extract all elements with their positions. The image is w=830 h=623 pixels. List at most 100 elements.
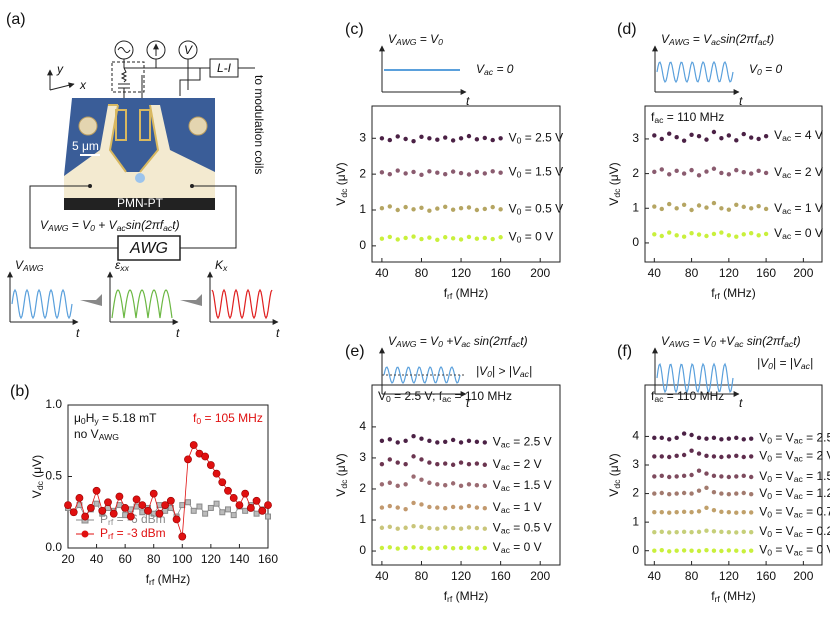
text-part: = 0 xyxy=(493,62,514,76)
y-tick-label: 1 xyxy=(632,514,639,528)
point xyxy=(474,137,480,142)
text-part: 0 xyxy=(517,170,522,180)
series-label: Vac = 0.5 V xyxy=(493,521,552,536)
text-part: ac xyxy=(511,339,521,349)
x-tick-label: 80 xyxy=(415,266,429,280)
point xyxy=(482,526,487,531)
point xyxy=(652,454,657,459)
text-part: rf xyxy=(447,291,453,301)
point xyxy=(411,474,416,479)
substrate-label: PMN-PT xyxy=(117,196,164,210)
point xyxy=(69,508,78,517)
point xyxy=(681,138,687,143)
point xyxy=(674,491,679,496)
point xyxy=(756,168,761,174)
point xyxy=(395,460,400,465)
text-part: ac xyxy=(501,483,511,493)
point xyxy=(427,480,432,485)
point xyxy=(443,483,448,488)
point xyxy=(458,206,464,211)
text-part: | > |V xyxy=(492,364,521,378)
voltmeter xyxy=(178,40,198,60)
point xyxy=(264,501,272,509)
point xyxy=(435,206,440,211)
text-part: 0 xyxy=(90,223,95,233)
point xyxy=(667,454,672,460)
point xyxy=(235,501,244,509)
point xyxy=(719,491,724,496)
text-part: 0 xyxy=(487,369,492,379)
series-label: V0 = Vac = 2.5 V xyxy=(759,431,830,446)
point xyxy=(704,453,709,459)
point xyxy=(689,448,694,453)
point xyxy=(466,172,472,177)
point xyxy=(387,234,393,240)
point xyxy=(379,236,385,241)
y-tick-label: 0 xyxy=(632,235,639,249)
series-label: Vac = 1.5 V xyxy=(493,478,552,493)
li-box xyxy=(209,58,239,78)
point xyxy=(212,469,221,478)
contact xyxy=(190,184,194,188)
text-part: = 110 MHz xyxy=(663,110,724,124)
point xyxy=(403,438,408,444)
text-part: ac xyxy=(784,339,794,349)
point xyxy=(387,171,393,177)
x-tick-label: 40 xyxy=(648,569,662,583)
point xyxy=(734,510,739,515)
point xyxy=(458,136,464,141)
text-part: = 0 V xyxy=(521,229,553,243)
awg-wire xyxy=(29,185,237,249)
point xyxy=(689,529,694,535)
text-part: V xyxy=(493,478,501,492)
point xyxy=(482,462,487,467)
text-part: = 0 V xyxy=(510,540,542,554)
text-part: = V xyxy=(416,32,439,46)
point xyxy=(704,137,709,142)
point xyxy=(674,233,679,238)
annotation: f0 = 105 MHz xyxy=(193,411,263,426)
point xyxy=(229,494,238,502)
y-axis-label: Vdc (μV) xyxy=(334,162,349,205)
point xyxy=(419,457,424,462)
text-part: V xyxy=(774,128,782,142)
point xyxy=(734,435,739,441)
point xyxy=(704,169,709,174)
electrode-edges xyxy=(108,104,160,173)
inset-time: t xyxy=(739,396,743,410)
point xyxy=(704,547,709,553)
text-part: = 0 V xyxy=(791,226,823,240)
point xyxy=(201,452,210,461)
point xyxy=(726,207,732,212)
point xyxy=(749,529,754,535)
scale-label: 5 μm xyxy=(72,139,99,153)
text-part: ac xyxy=(501,505,511,515)
text-part: V xyxy=(774,165,782,179)
text-part: x xyxy=(222,263,228,273)
point xyxy=(126,512,135,521)
text-part: = V xyxy=(68,218,91,232)
text-part: + V xyxy=(95,218,118,232)
point xyxy=(207,504,214,511)
text-part: = 5.18 mT xyxy=(99,411,157,425)
point xyxy=(482,506,487,511)
text-part: V xyxy=(334,489,348,497)
text-part: AWG xyxy=(395,37,417,47)
point xyxy=(219,509,226,516)
point xyxy=(218,478,227,487)
point xyxy=(681,431,687,436)
point xyxy=(474,546,480,551)
text-part: ac xyxy=(501,462,511,472)
point xyxy=(395,440,400,445)
x-tick-label: 200 xyxy=(793,266,813,280)
point xyxy=(466,503,472,509)
text-part: dc xyxy=(612,188,622,198)
point xyxy=(704,528,709,533)
point xyxy=(482,440,487,445)
plot-frame xyxy=(371,384,561,566)
text-part: = 0.5 V xyxy=(510,521,552,535)
inset-equation: VAWG = Vacsin(2πfact) xyxy=(661,32,774,47)
point xyxy=(482,235,487,241)
point xyxy=(172,515,181,524)
plot-frame xyxy=(644,384,823,566)
